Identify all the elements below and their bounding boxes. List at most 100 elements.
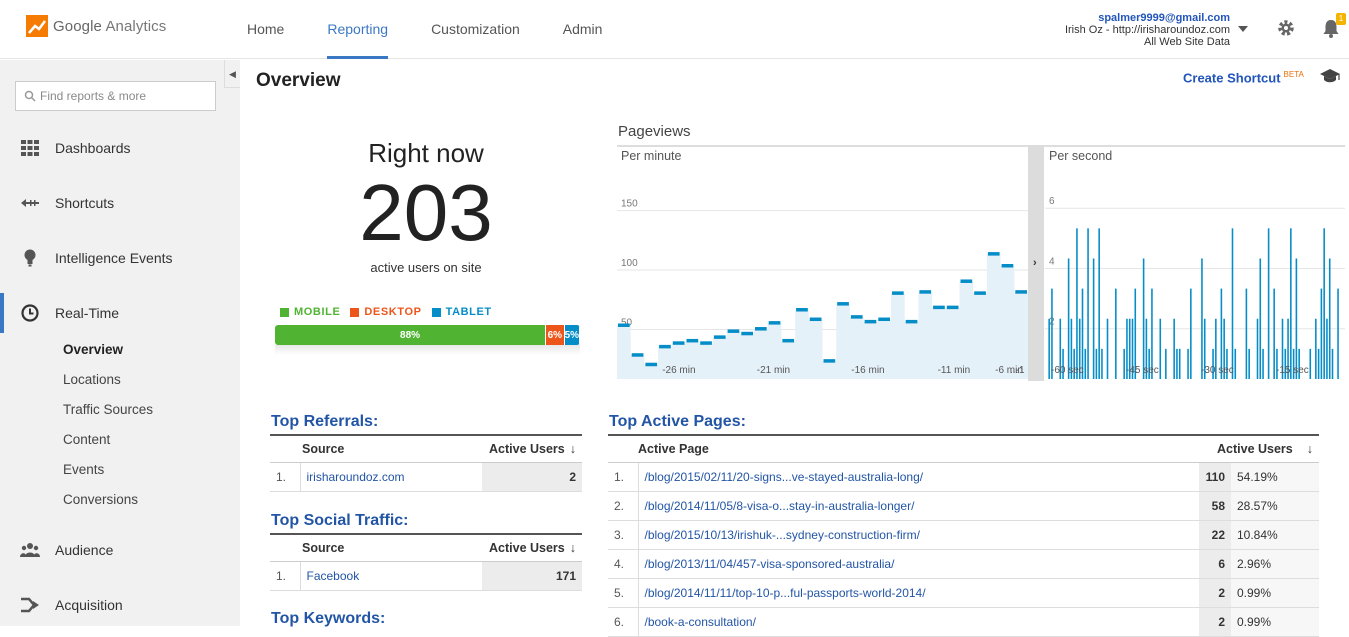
chart-bar bbox=[1320, 288, 1323, 379]
google-analytics-logo[interactable]: Google Analytics bbox=[26, 15, 166, 37]
percent-value: 0.99% bbox=[1231, 607, 1319, 637]
x-tick-label: -26 min bbox=[662, 365, 695, 376]
chart-bar bbox=[1187, 348, 1189, 379]
chart-bar bbox=[1317, 348, 1320, 379]
chart-bar bbox=[837, 302, 849, 306]
active-users-header[interactable]: Active Users ↓ bbox=[482, 533, 582, 562]
sidebar-item-shortcuts[interactable]: Shortcuts bbox=[0, 183, 224, 223]
sidebar-item-dashboards[interactable]: Dashboards bbox=[0, 128, 224, 168]
chart-bar bbox=[960, 279, 973, 283]
x-tick-label: -6 min bbox=[995, 365, 1023, 376]
chart-bar bbox=[1215, 318, 1217, 379]
graduation-cap-icon[interactable] bbox=[1319, 68, 1341, 87]
chart-bar bbox=[1276, 348, 1278, 379]
sidebar-item-acquisition[interactable]: Acquisition bbox=[0, 585, 224, 625]
chart-bar bbox=[1159, 318, 1162, 379]
legend-swatch bbox=[280, 307, 289, 317]
chart-bar bbox=[713, 335, 726, 339]
nav-home[interactable]: Home bbox=[247, 21, 285, 37]
tablet-segment: 5% bbox=[565, 325, 580, 345]
chart-bar bbox=[1062, 348, 1064, 379]
chart-bar bbox=[1001, 264, 1014, 268]
chart-bar bbox=[1015, 290, 1027, 294]
active-page-link[interactable]: /blog/2013/11/04/457-visa-sponsored-aust… bbox=[638, 549, 1199, 579]
chart-bar bbox=[1231, 228, 1234, 379]
chart-bar bbox=[659, 344, 671, 349]
y-tick-label: 50 bbox=[621, 318, 633, 329]
chart-bar bbox=[1095, 348, 1098, 379]
chart-bar bbox=[1078, 318, 1081, 379]
device-legend: MOBILE DESKTOP TABLET bbox=[280, 306, 502, 318]
active-users-value: 22 bbox=[1199, 520, 1231, 550]
chart-bar bbox=[1131, 318, 1134, 379]
sub-item-content[interactable]: Content bbox=[63, 432, 111, 447]
sub-item-conversions[interactable]: Conversions bbox=[63, 492, 139, 507]
search-icon bbox=[24, 90, 36, 102]
gear-icon[interactable] bbox=[1277, 19, 1295, 40]
nav-admin[interactable]: Admin bbox=[562, 21, 603, 37]
beta-badge: BETA bbox=[1283, 70, 1304, 79]
right-now-title: Right now bbox=[368, 138, 484, 168]
chart-bar bbox=[1223, 318, 1225, 379]
sub-item-traffic-sources[interactable]: Traffic Sources bbox=[63, 402, 154, 417]
x-tick-label: -30 sec bbox=[1201, 365, 1234, 376]
referral-source-link[interactable]: irisharoundoz.com bbox=[300, 462, 482, 492]
chart-bar bbox=[727, 329, 740, 333]
social-source-link[interactable]: Facebook bbox=[300, 561, 482, 591]
chart-bar bbox=[1212, 348, 1214, 379]
sidebar-item-real-time[interactable]: Real-Time bbox=[0, 293, 224, 333]
sidebar-item-audience[interactable]: Audience bbox=[0, 530, 224, 570]
sidebar-item-label: Real-Time bbox=[55, 305, 120, 321]
top-referrals-title: Top Referrals: bbox=[271, 413, 379, 430]
chart-bar bbox=[1290, 228, 1292, 379]
chart-bar bbox=[1070, 318, 1073, 379]
chart-bar bbox=[1273, 288, 1275, 379]
chart-bar bbox=[700, 341, 712, 345]
chart-subtitle: Per second bbox=[1049, 149, 1112, 163]
collapse-sidebar-icon[interactable]: ◀ bbox=[224, 60, 240, 88]
chart-bar bbox=[796, 308, 808, 312]
sidebar-item-intelligence-events[interactable]: Intelligence Events bbox=[0, 238, 224, 278]
bell-icon[interactable]: 1 bbox=[1322, 13, 1346, 41]
sub-item-overview[interactable]: Overview bbox=[63, 342, 124, 357]
active-users-count: 203 bbox=[359, 168, 493, 257]
chart-bar bbox=[1328, 258, 1331, 379]
search-input[interactable] bbox=[40, 89, 210, 103]
sub-item-locations[interactable]: Locations bbox=[63, 372, 121, 387]
sidebar-item-label: Intelligence Events bbox=[55, 250, 173, 266]
active-page-link[interactable]: /blog/2015/10/13/irishuk-...sydney-const… bbox=[638, 520, 1199, 550]
active-users-value: 171 bbox=[482, 561, 582, 591]
chart-bar bbox=[1190, 288, 1192, 379]
active-page-link[interactable]: /book-a-consultation/ bbox=[638, 607, 1199, 637]
chart-bar bbox=[1165, 348, 1167, 379]
row-number: 1. bbox=[608, 462, 639, 492]
active-page-link[interactable]: /blog/2014/11/11/top-10-p...ful-passport… bbox=[638, 578, 1199, 608]
account-property: Irish Oz - http://irisharoundoz.com bbox=[1064, 24, 1230, 36]
nav-customization[interactable]: Customization bbox=[431, 21, 520, 37]
row-number: 6. bbox=[608, 607, 639, 637]
account-dropdown-icon[interactable] bbox=[1238, 26, 1248, 32]
audience-icon bbox=[20, 543, 40, 557]
chart-bar bbox=[1101, 348, 1103, 379]
account-selector[interactable]: spalmer9999@gmail.com Irish Oz - http://… bbox=[1065, 12, 1230, 48]
chart-bar bbox=[919, 290, 932, 294]
chart-bar bbox=[1145, 318, 1148, 379]
device-breakdown-bar: 88% 6% 5% bbox=[275, 325, 580, 345]
active-users-header[interactable]: Active Users ↓ bbox=[1199, 434, 1319, 463]
legend-swatch bbox=[350, 307, 360, 317]
active-users-header[interactable]: Active Users ↓ bbox=[482, 434, 582, 463]
nav-reporting[interactable]: Reporting bbox=[327, 0, 388, 59]
top-referrals-table: Source Active Users ↓ 1. irisharoundoz.co… bbox=[270, 434, 582, 492]
create-shortcut-link[interactable]: Create Shortcut BETA bbox=[1183, 70, 1304, 85]
search-box[interactable] bbox=[15, 81, 216, 111]
chart-bar bbox=[1051, 288, 1053, 379]
logo-google-text: Google bbox=[53, 17, 102, 35]
chart-bar bbox=[1173, 318, 1175, 379]
active-page-link[interactable]: /blog/2015/02/11/20-signs...ve-stayed-au… bbox=[638, 462, 1199, 492]
active-page-link[interactable]: /blog/2014/11/05/8-visa-o...stay-in-aust… bbox=[638, 491, 1199, 521]
row-number: 4. bbox=[608, 549, 639, 579]
top-pages-title: Top Active Pages: bbox=[609, 413, 746, 430]
chart-bar bbox=[672, 341, 685, 345]
sub-item-events[interactable]: Events bbox=[63, 462, 105, 477]
pageviews-title: Pageviews bbox=[618, 123, 691, 140]
